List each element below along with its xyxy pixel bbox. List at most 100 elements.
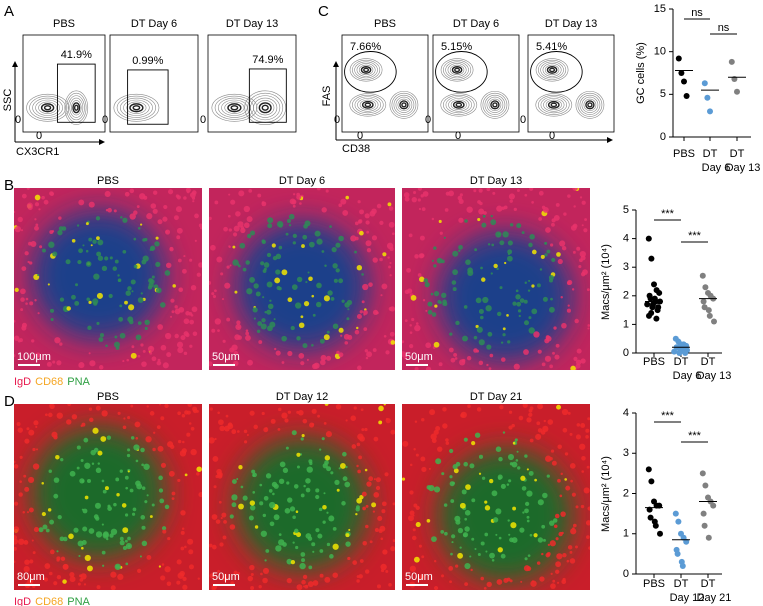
cell bbox=[379, 525, 386, 532]
cell bbox=[330, 471, 334, 475]
cell bbox=[474, 248, 478, 252]
cell bbox=[131, 290, 134, 293]
cell bbox=[441, 292, 447, 299]
cell bbox=[458, 244, 463, 250]
cell bbox=[528, 412, 533, 417]
cell bbox=[214, 437, 217, 441]
cell bbox=[458, 217, 464, 223]
cell bbox=[26, 511, 30, 514]
cell bbox=[450, 499, 455, 503]
cell bbox=[145, 436, 152, 443]
contour bbox=[443, 59, 472, 80]
cell bbox=[455, 564, 459, 568]
cell bbox=[293, 484, 299, 489]
cell bbox=[69, 576, 76, 583]
cell bbox=[35, 425, 38, 429]
cell bbox=[37, 274, 40, 277]
cell bbox=[299, 562, 306, 570]
cell bbox=[542, 538, 546, 542]
cell bbox=[249, 564, 255, 571]
cell bbox=[507, 255, 513, 262]
cell bbox=[363, 313, 366, 316]
cell bbox=[360, 408, 364, 412]
cell bbox=[136, 205, 140, 208]
cell bbox=[177, 572, 184, 579]
cell bbox=[282, 542, 287, 547]
cell bbox=[186, 190, 190, 194]
cell bbox=[542, 425, 549, 432]
cell bbox=[500, 341, 504, 344]
cell bbox=[247, 233, 252, 239]
cell bbox=[23, 540, 29, 545]
cell bbox=[161, 563, 165, 566]
cell bbox=[471, 440, 476, 446]
cell bbox=[585, 434, 589, 439]
cell bbox=[67, 404, 72, 407]
cell bbox=[267, 217, 274, 224]
data-point bbox=[648, 255, 655, 262]
cell bbox=[252, 307, 258, 313]
cell bbox=[576, 348, 582, 354]
cell bbox=[58, 226, 64, 231]
cell bbox=[123, 417, 126, 420]
cell bbox=[449, 448, 454, 454]
cell bbox=[89, 417, 94, 423]
data-point bbox=[647, 514, 654, 521]
cell bbox=[459, 193, 463, 197]
cell bbox=[531, 284, 535, 288]
cell bbox=[135, 334, 142, 341]
cell bbox=[22, 511, 26, 514]
cell bbox=[170, 298, 175, 303]
cell bbox=[353, 406, 357, 410]
cell bbox=[152, 190, 158, 195]
cell bbox=[47, 283, 50, 286]
cell bbox=[104, 486, 109, 491]
significance-label: *** bbox=[661, 208, 675, 220]
cell bbox=[124, 513, 129, 517]
cell bbox=[176, 227, 183, 234]
cell bbox=[281, 269, 288, 276]
cell bbox=[78, 554, 81, 558]
cell bbox=[378, 420, 383, 425]
cell bbox=[361, 273, 364, 276]
cell bbox=[381, 509, 386, 514]
cell bbox=[444, 531, 448, 536]
cell bbox=[385, 569, 389, 573]
cell bbox=[523, 299, 528, 304]
cell bbox=[385, 350, 390, 355]
cell bbox=[466, 355, 472, 361]
data-point bbox=[710, 502, 717, 509]
cell bbox=[329, 225, 332, 228]
cell bbox=[219, 472, 222, 476]
cell bbox=[119, 536, 124, 541]
cell bbox=[342, 210, 349, 216]
cell bbox=[295, 510, 299, 513]
cell bbox=[482, 296, 489, 304]
cell bbox=[575, 434, 581, 440]
x-tick-label: PBS bbox=[673, 148, 695, 160]
cell bbox=[309, 461, 313, 466]
contour bbox=[227, 103, 242, 113]
follicle bbox=[30, 426, 167, 561]
data-point bbox=[645, 466, 652, 473]
cell bbox=[261, 239, 266, 244]
cell bbox=[245, 260, 250, 265]
cell bbox=[495, 533, 498, 536]
cell bbox=[516, 301, 522, 307]
contour bbox=[244, 90, 287, 126]
cell bbox=[321, 207, 327, 213]
cell bbox=[536, 561, 541, 565]
cell bbox=[527, 554, 531, 557]
cell bbox=[551, 222, 555, 227]
cell bbox=[359, 435, 365, 442]
cell bbox=[298, 352, 305, 359]
cell bbox=[212, 294, 217, 299]
x-tick-label: DT bbox=[674, 578, 689, 590]
cell bbox=[372, 309, 379, 316]
cell bbox=[122, 425, 127, 430]
contour bbox=[67, 95, 85, 121]
contour bbox=[38, 101, 57, 114]
cell bbox=[368, 282, 373, 287]
cell bbox=[413, 556, 420, 563]
cell bbox=[567, 194, 571, 198]
